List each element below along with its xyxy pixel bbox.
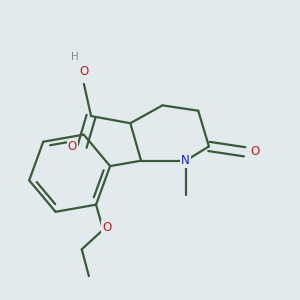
Text: O: O	[250, 145, 259, 158]
Text: N: N	[181, 154, 190, 167]
Text: O: O	[102, 221, 111, 234]
Text: O: O	[251, 145, 260, 158]
Text: O: O	[68, 140, 77, 153]
Text: O: O	[79, 65, 88, 78]
Text: H: H	[71, 52, 79, 62]
